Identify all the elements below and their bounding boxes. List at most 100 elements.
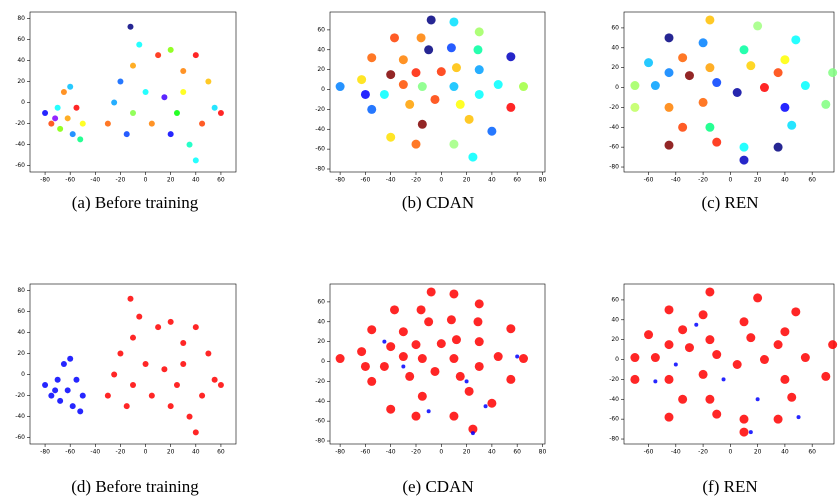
point <box>739 317 749 327</box>
point <box>821 371 831 381</box>
point <box>446 43 456 53</box>
y-tick-label: -40 <box>15 141 25 148</box>
point <box>449 17 459 27</box>
point <box>186 141 193 148</box>
caption: (c) REN <box>701 193 758 212</box>
point <box>455 371 465 381</box>
point <box>79 392 86 399</box>
point <box>67 83 74 90</box>
x-tick-label: 60 <box>808 177 816 184</box>
point <box>739 142 749 152</box>
point <box>161 94 168 101</box>
x-tick-label: -60 <box>65 177 75 184</box>
x-tick-label: 40 <box>192 449 200 456</box>
point <box>426 409 431 414</box>
point <box>506 52 516 62</box>
point <box>470 431 475 436</box>
y-tick-label: 60 <box>17 36 25 43</box>
x-tick-label: 20 <box>754 449 762 456</box>
point <box>417 119 427 129</box>
point <box>386 70 396 80</box>
point <box>180 339 187 346</box>
point <box>398 55 408 65</box>
point <box>773 142 783 152</box>
point <box>748 430 753 435</box>
point <box>678 394 688 404</box>
point <box>117 78 124 85</box>
x-tick-label: 40 <box>192 177 200 184</box>
point <box>705 63 715 73</box>
point <box>379 361 389 371</box>
point <box>753 21 763 31</box>
point <box>417 354 427 364</box>
point <box>69 131 76 138</box>
x-tick-label: 60 <box>217 177 225 184</box>
point <box>192 429 199 436</box>
point <box>464 386 474 396</box>
x-tick-label: 60 <box>808 449 816 456</box>
point <box>698 369 708 379</box>
point <box>483 404 488 409</box>
point <box>828 68 838 78</box>
point <box>426 15 436 25</box>
point <box>468 424 478 434</box>
point <box>712 409 722 419</box>
point <box>180 361 187 367</box>
y-tick-label: 0 <box>615 84 619 91</box>
y-tick-label: 40 <box>317 318 325 325</box>
x-tick-label: 0 <box>439 449 443 456</box>
point <box>199 392 206 399</box>
x-tick-label: -40 <box>90 449 100 456</box>
caption: (a) Before training <box>72 193 199 212</box>
x-tick-label: 0 <box>439 177 443 184</box>
caption: (d) Before training <box>71 477 199 496</box>
y-tick-label: -20 <box>15 120 25 127</box>
point <box>712 350 722 360</box>
point <box>405 99 415 109</box>
point <box>186 413 193 420</box>
point <box>405 371 415 381</box>
point <box>684 343 694 353</box>
point <box>386 342 396 352</box>
plot-frame <box>623 11 835 173</box>
y-tick-label: -60 <box>15 434 25 441</box>
point <box>468 152 478 162</box>
point <box>367 104 377 114</box>
point <box>52 115 59 122</box>
y-tick-label: 0 <box>615 356 619 363</box>
point <box>64 387 71 394</box>
x-tick-label: 60 <box>513 177 521 184</box>
point <box>712 78 722 88</box>
point <box>474 299 484 309</box>
point <box>127 23 134 30</box>
point <box>148 120 155 127</box>
x-tick-label: -20 <box>698 449 708 456</box>
point <box>398 327 408 337</box>
point <box>79 120 86 127</box>
plot-frame <box>329 283 546 445</box>
point <box>721 377 726 382</box>
point <box>746 333 756 343</box>
point <box>773 340 783 350</box>
point <box>506 102 516 112</box>
point <box>180 89 187 95</box>
point <box>60 89 67 95</box>
x-tick-label: 20 <box>167 177 175 184</box>
point <box>411 139 421 149</box>
y-tick-label: 80 <box>17 287 25 294</box>
y-tick-label: -80 <box>609 164 619 171</box>
point <box>664 305 674 315</box>
point <box>48 392 55 399</box>
point <box>54 376 61 383</box>
point <box>73 104 80 111</box>
y-tick-label: -40 <box>15 413 25 420</box>
point <box>446 315 456 325</box>
point <box>67 355 74 362</box>
plot-frame <box>623 283 835 445</box>
point <box>136 313 143 320</box>
x-tick-label: 0 <box>144 177 148 184</box>
point <box>791 35 801 45</box>
point <box>705 15 715 25</box>
y-tick-label: 60 <box>317 26 325 33</box>
point <box>739 414 749 424</box>
